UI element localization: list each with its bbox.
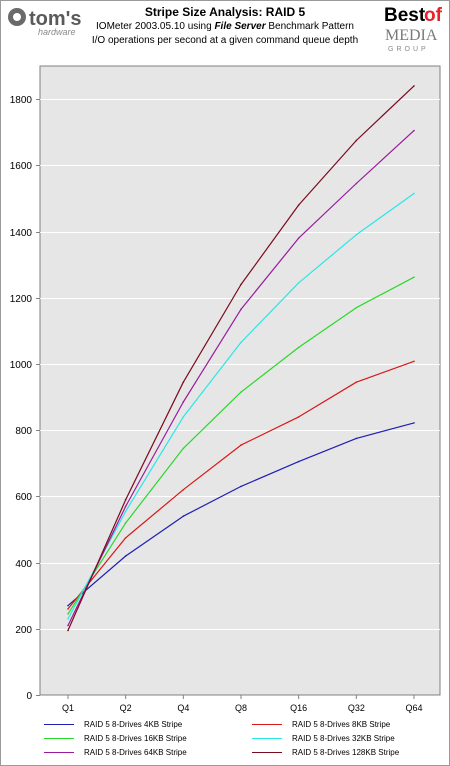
- legend-label: RAID 5 8-Drives 64KB Stripe: [84, 748, 187, 757]
- series-5-point: [240, 308, 242, 311]
- y-tick-label: 800: [15, 426, 32, 437]
- series-1-point: [182, 515, 185, 518]
- x-tick-label: Q16: [290, 703, 307, 713]
- x-tick-label: Q4: [177, 703, 189, 713]
- y-tick-label: 200: [15, 625, 32, 636]
- logo-right-media: MEDIA: [385, 27, 438, 44]
- chart-titles: Stripe Size Analysis: RAID 5 IOMeter 200…: [70, 4, 380, 48]
- y-tick-label: 0: [26, 691, 32, 702]
- chart-subtitle-2: I/O operations per second at a given com…: [91, 35, 359, 46]
- series-3-point: [124, 522, 127, 524]
- legend-label: RAID 5 8-Drives 4KB Stripe: [84, 720, 183, 729]
- legend-swatch: [44, 752, 74, 753]
- series-3-point: [182, 447, 185, 450]
- legend-label: RAID 5 8-Drives 32KB Stripe: [292, 734, 395, 743]
- series-5-point: [67, 624, 69, 627]
- series-1-point: [67, 604, 69, 607]
- x-tick-label: Q8: [235, 703, 247, 713]
- series-6-point: [182, 381, 185, 383]
- legend-swatch: [44, 738, 74, 739]
- y-tick-label: 1200: [10, 294, 33, 305]
- x-tick-label: Q1: [62, 703, 74, 713]
- chart-legend: RAID 5 8-Drives 4KB Stripe RAID 5 8-Drive…: [0, 718, 450, 762]
- series-4-point: [297, 282, 300, 284]
- logo-right-of: of: [424, 5, 443, 26]
- y-tick-label: 600: [15, 492, 32, 503]
- y-tick-label: 400: [15, 559, 32, 570]
- series-2-point: [124, 536, 127, 539]
- series-5-point: [297, 237, 300, 239]
- series-4-point: [355, 234, 358, 236]
- series-6-point: [297, 204, 300, 206]
- chart-title: Stripe Size Analysis: RAID 5: [144, 5, 306, 19]
- x-tick-label: Q2: [120, 703, 132, 713]
- series-4-point: [240, 341, 242, 344]
- series-4-point: [67, 618, 69, 620]
- series-1-point: [355, 437, 358, 440]
- series-1-point: [124, 555, 127, 557]
- series-6-point: [124, 498, 127, 501]
- y-tick-label: 1000: [10, 360, 33, 371]
- series-6-point: [240, 283, 242, 286]
- plot-area: [39, 65, 441, 696]
- series-2-point: [182, 488, 185, 491]
- chart-subtitle: IOMeter 2003.05.10 using File Server Ben…: [70, 20, 380, 34]
- series-2-point: [67, 608, 69, 610]
- legend-swatch: [252, 724, 282, 725]
- subtitle-suffix: Benchmark Pattern: [265, 21, 354, 32]
- logo-right-group: GROUP: [388, 46, 429, 53]
- series-3-point: [67, 613, 69, 615]
- series-5-point: [182, 401, 185, 403]
- series-4-point: [182, 416, 185, 418]
- series-2-point: [297, 416, 300, 418]
- series-4-point: [124, 510, 127, 513]
- series-5-point: [355, 182, 358, 185]
- series-3-point: [240, 391, 242, 393]
- series-2-point: [240, 444, 242, 446]
- logo-right-best: Best: [384, 5, 426, 26]
- series-1-point: [413, 422, 415, 424]
- y-tick-label: 1800: [10, 95, 33, 106]
- subtitle-pattern: File Server: [214, 21, 266, 32]
- legend-label: RAID 5 8-Drives 128KB Stripe: [292, 748, 400, 757]
- best-of-media-logo: Best of MEDIA GROUP: [384, 5, 443, 53]
- logo-left-main: tom's: [29, 8, 82, 30]
- series-2-point: [355, 381, 358, 383]
- series-2-point: [413, 360, 415, 363]
- series-3-point: [297, 346, 300, 349]
- legend-swatch: [252, 752, 282, 753]
- series-1-point: [297, 460, 300, 463]
- series-5-point: [413, 129, 415, 132]
- logo-left-sub: hardware: [38, 27, 76, 37]
- legend-label: RAID 5 8-Drives 16KB Stripe: [84, 734, 187, 743]
- subtitle-prefix: IOMeter 2003.05.10 using: [96, 21, 215, 32]
- legend-swatch: [252, 738, 282, 739]
- series-6-point: [413, 85, 415, 87]
- y-tick-label: 1400: [10, 228, 33, 239]
- x-tick-label: Q64: [405, 703, 422, 713]
- series-4-point: [413, 192, 415, 195]
- series-6-point: [67, 629, 69, 632]
- series-6-point: [355, 139, 358, 142]
- y-tick-label: 1600: [10, 161, 33, 172]
- legend-swatch: [44, 724, 74, 725]
- legend-label: RAID 5 8-Drives 8KB Stripe: [292, 720, 391, 729]
- series-3-point: [355, 306, 358, 309]
- x-tick-label: Q32: [348, 703, 365, 713]
- series-5-point: [124, 505, 127, 508]
- toms-hardware-logo: tom's hardware: [8, 8, 82, 37]
- series-3-point: [413, 276, 415, 279]
- series-1-point: [240, 485, 242, 488]
